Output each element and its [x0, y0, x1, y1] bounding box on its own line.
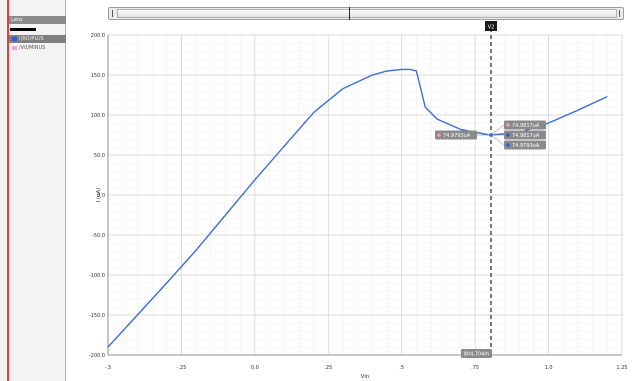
y-tick-label: -50.0: [92, 233, 105, 239]
y-tick-label: 50.0: [94, 153, 105, 159]
cursor-value-dot: [506, 143, 510, 147]
cursor-flag: [485, 21, 498, 31]
legend-item-minus[interactable]: /V0/MINUS: [9, 44, 66, 52]
cursor-name: V2: [488, 25, 495, 31]
legend-swatch-pink: [12, 46, 17, 50]
cursor-leader-line: [490, 124, 505, 136]
cursor-value-dot: [437, 133, 441, 137]
cursor-value-badge: [435, 130, 478, 140]
y-tick-label: 200.0: [91, 33, 105, 39]
y-tick-label: 0.0: [97, 193, 105, 199]
cursor-value-badge: [504, 130, 547, 140]
legend-label-plus: I(RD/PLUS: [19, 36, 44, 42]
scrollbar-position-marker: [349, 7, 350, 20]
x-tick-label: .5: [399, 365, 404, 371]
x-tick-label: .25: [324, 365, 332, 371]
x-tick-label: 0.0: [251, 365, 259, 371]
cursor-value-label-bottom: 74.9793uA: [512, 143, 540, 149]
y-axis-label: I (uA): [96, 188, 102, 203]
scrollbar-thumb[interactable]: [117, 9, 617, 18]
x-axis-label: Vin: [361, 374, 370, 380]
y-tick-label: 150.0: [91, 73, 105, 79]
legend-item-plus[interactable]: I(RD/PLUS: [9, 35, 66, 43]
axes: [107, 35, 622, 356]
grid: [107, 34, 623, 356]
x-tick-label: -.5: [105, 365, 112, 371]
cursor-value-label-mid: 74.9817uA: [512, 133, 540, 139]
cursor-layer[interactable]: V2 804.704m 74.9793uA 74.9817uA 74.9817uA 74.…: [435, 21, 547, 358]
y-tick-label: -200.0: [89, 353, 105, 359]
y-tick-label: 100.0: [91, 113, 105, 119]
cursor-value-badge: [504, 140, 547, 150]
cursor-value-dot: [506, 133, 510, 137]
scrollbar-right-handle[interactable]: [619, 10, 620, 17]
cursor-leader-line: [490, 134, 505, 146]
y-tick-label: -150.0: [89, 313, 105, 319]
cursor-x-label: 804.704m: [464, 352, 490, 358]
sidebar: Lens I(RD/PLUS /V0/MINUS: [0, 0, 66, 381]
sidebar-header: Lens: [9, 16, 66, 24]
cursor-value-label-top: 74.9817uA: [512, 123, 540, 129]
x-tick-label: -.25: [177, 365, 187, 371]
tick-labels: 200.0 150.0 100.0 50.0 0.0 -50.0 -100.0 -150.0 -…: [89, 33, 628, 371]
legend-label-minus: /V0/MINUS: [19, 45, 46, 51]
scrollbar-left-handle[interactable]: [112, 10, 113, 17]
cursor-value-dot: [506, 123, 510, 127]
sidebar-divider: [7, 0, 9, 381]
horizontal-scrollbar[interactable]: [108, 7, 624, 20]
x-tick-label: 1.25: [616, 365, 627, 371]
x-tick-label: 1.0: [545, 365, 553, 371]
cursor-x-badge: [461, 349, 493, 358]
legend-swatch-blue: [12, 37, 17, 41]
cursor-value-badge: [504, 120, 547, 130]
x-tick-label: .75: [471, 365, 479, 371]
cursor-value-label-left: 74.9793uA: [443, 133, 471, 139]
y-tick-label: -100.0: [89, 273, 105, 279]
selection-bar: [10, 28, 36, 31]
